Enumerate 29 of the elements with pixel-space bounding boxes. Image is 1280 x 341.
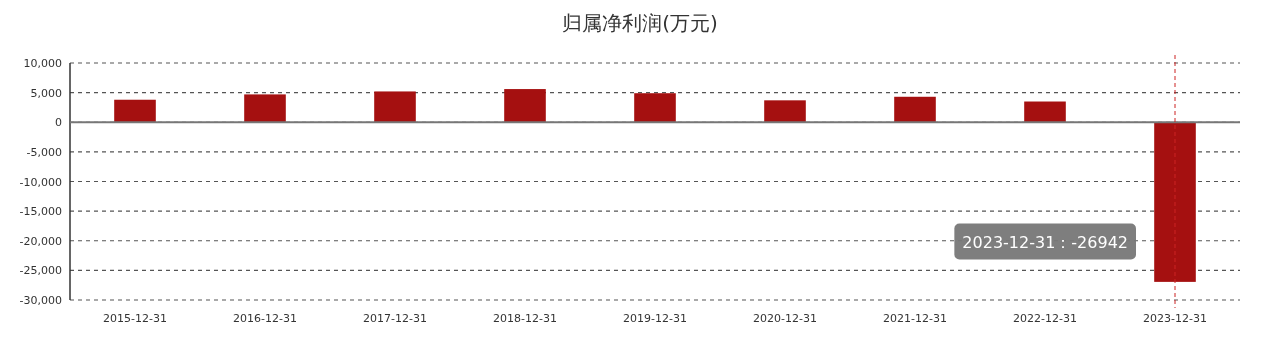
bar bbox=[244, 94, 286, 123]
bar bbox=[374, 91, 416, 123]
x-tick-label: 2020-12-31 bbox=[753, 312, 817, 325]
bar bbox=[504, 89, 546, 123]
x-tick-label: 2021-12-31 bbox=[883, 312, 947, 325]
y-tick-label: -15,000 bbox=[19, 205, 62, 219]
x-tick-label: 2023-12-31 bbox=[1143, 312, 1207, 325]
y-tick-label: -25,000 bbox=[19, 264, 62, 278]
bar bbox=[894, 96, 936, 123]
x-tick-label: 2018-12-31 bbox=[493, 312, 557, 325]
y-tick-label: 10,000 bbox=[23, 57, 62, 70]
y-tick-label: 5,000 bbox=[30, 86, 62, 100]
x-tick-label: 2017-12-31 bbox=[363, 312, 427, 325]
chart-title: 归属净利润(万元) bbox=[562, 11, 718, 35]
bar bbox=[1154, 122, 1196, 282]
bar bbox=[1024, 101, 1066, 123]
x-tick-label: 2022-12-31 bbox=[1013, 312, 1077, 325]
x-tick-label: 2019-12-31 bbox=[623, 312, 687, 325]
y-tick-label: -30,000 bbox=[19, 294, 62, 307]
annotation: 2023-12-31：-26942 bbox=[962, 232, 1128, 252]
bar bbox=[764, 100, 806, 123]
x-tick-label: 2015-12-31 bbox=[103, 312, 167, 325]
y-tick-label: 0 bbox=[55, 116, 62, 130]
y-tick-label: -5,000 bbox=[26, 145, 62, 159]
bar bbox=[114, 99, 156, 123]
y-tick-label: -10,000 bbox=[19, 175, 62, 189]
x-tick-label: 2016-12-31 bbox=[233, 312, 297, 325]
bar bbox=[634, 93, 676, 123]
y-tick-label: -20,000 bbox=[19, 234, 62, 248]
